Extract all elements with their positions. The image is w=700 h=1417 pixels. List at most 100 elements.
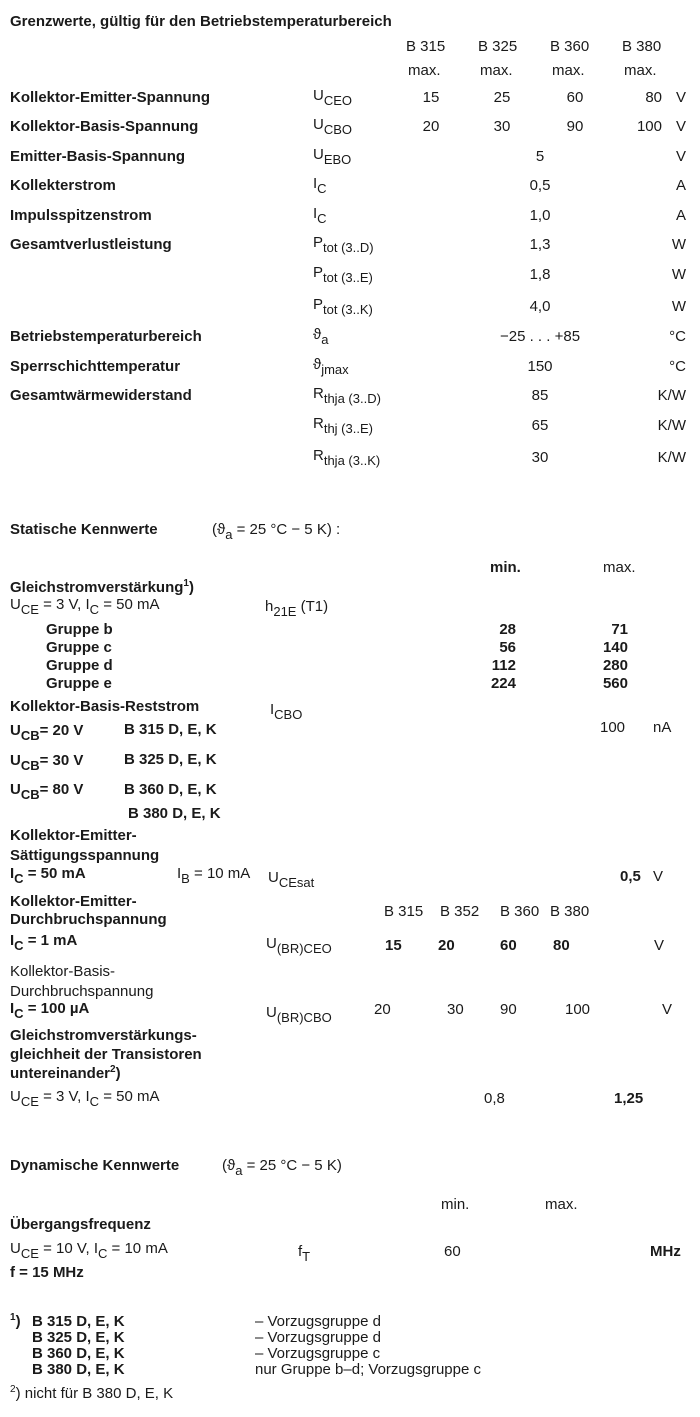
- text-segment: = 25 °C − 5 K) :: [232, 521, 341, 538]
- text-segment: untereinander: [10, 1065, 111, 1082]
- text-segment: U: [313, 87, 324, 104]
- test-condition: f = 15 MHz: [10, 1264, 84, 1281]
- parameter-label: Impulsspitzenstrom: [10, 207, 152, 224]
- parameter-value: 150: [527, 358, 553, 375]
- parameter-value: 30: [447, 1001, 464, 1018]
- type-header: B 360: [550, 38, 590, 55]
- parameter-label: Durchbruchspannung: [10, 911, 167, 928]
- footnote-note: – Vorzugsgruppe c: [255, 1345, 381, 1362]
- test-condition: UCE = 3 V, IC = 50 mA: [10, 596, 160, 616]
- text-segment: (BR)CBO: [276, 1010, 332, 1025]
- text-segment: 2: [110, 1064, 116, 1075]
- text-segment: R: [313, 415, 324, 432]
- text-segment: = 25 °C − 5 K): [242, 1157, 342, 1174]
- group-label: Gruppe d: [46, 657, 113, 674]
- parameter-label: Kollektor-Basis-Spannung: [10, 118, 199, 135]
- parameter-unit: A: [675, 207, 686, 224]
- parameter-symbol: ϑjmax: [313, 356, 349, 377]
- parameter-label: Emitter-Basis-Spannung: [10, 148, 186, 165]
- parameter-max: 0,5: [620, 868, 641, 885]
- text-segment: C: [14, 938, 24, 953]
- parameter-label: Kollektor-Basis-: [10, 963, 116, 980]
- parameter-value: 4,0: [529, 298, 551, 315]
- parameter-symbol: IC: [313, 205, 327, 226]
- parameter-max: 100: [600, 719, 626, 736]
- parameter-symbol: Rthja (3..D): [313, 385, 381, 406]
- group-min: 224: [490, 675, 516, 692]
- type-header: B 315: [384, 903, 424, 920]
- parameter-unit: V: [675, 118, 686, 135]
- text-segment: 1: [183, 578, 189, 589]
- parameter-value: 15: [422, 89, 440, 106]
- text-segment: U: [268, 869, 279, 886]
- group-max: 280: [602, 657, 628, 674]
- text-segment: R: [313, 385, 324, 402]
- text-segment: thja (3..D): [323, 391, 381, 406]
- parameter-value: 100: [565, 1001, 591, 1018]
- text-segment: C: [14, 1006, 24, 1021]
- group-min: 28: [499, 621, 516, 638]
- text-segment: = 20 V: [39, 722, 84, 739]
- parameter-symbol: ϑa: [313, 326, 329, 347]
- group-max: 560: [602, 675, 628, 692]
- parameter-max: 1,25: [614, 1090, 644, 1107]
- footnote-2: 2) nicht für B 380 D, E, K: [10, 1385, 173, 1403]
- text-segment: P: [313, 296, 324, 313]
- text-segment: a: [321, 332, 329, 347]
- type-label: B 315 D, E, K: [124, 721, 217, 738]
- parameter-unit: °C: [669, 358, 686, 375]
- parameter-value: 90: [500, 1001, 517, 1018]
- parameter-unit: W: [671, 236, 686, 253]
- text-segment: 1: [10, 1312, 16, 1323]
- text-segment: 21E: [273, 604, 297, 619]
- text-segment: C: [317, 211, 327, 226]
- text-segment: CB: [20, 728, 40, 743]
- parameter-label: Gleichstromverstärkungs-: [10, 1027, 197, 1044]
- text-segment: = 50 mA: [99, 1088, 160, 1105]
- text-segment: U: [266, 935, 277, 952]
- parameter-unit: V: [653, 868, 664, 885]
- type-label: B 360 D, E, K: [124, 781, 217, 798]
- parameter-symbol: h21E (T1): [265, 598, 329, 619]
- text-segment: C: [317, 181, 327, 196]
- text-segment: = 50 mA: [23, 865, 86, 882]
- parameter-label: Kollektor-Basis-Reststrom: [10, 698, 200, 715]
- text-segment: f: [298, 1243, 303, 1260]
- text-segment: = 50 mA: [99, 596, 160, 613]
- text-segment: ): [115, 1065, 121, 1082]
- parameter-label: Kollektor-Emitter-Spannung: [10, 89, 211, 106]
- text-segment: = 3 V, I: [38, 596, 90, 613]
- text-segment: CB: [20, 758, 40, 773]
- parameter-symbol: Ptot (3..D): [313, 234, 374, 254]
- parameter-value: 20: [438, 937, 455, 954]
- text-segment: (T1): [296, 598, 329, 615]
- text-segment: CB: [20, 787, 40, 802]
- text-segment: U: [10, 1088, 21, 1105]
- parameter-symbol: Ptot (3..K): [313, 296, 373, 316]
- text-segment: U: [313, 146, 324, 163]
- parameter-symbol: U(BR)CBO: [266, 1004, 332, 1025]
- parameter-label: Gesamtverlustleistung: [10, 236, 172, 253]
- text-segment: jmax: [321, 362, 349, 377]
- text-segment: C: [89, 1094, 100, 1109]
- parameter-unit: W: [671, 298, 686, 315]
- text-segment: CEsat: [278, 875, 315, 890]
- parameter-label: Kollekterstrom: [10, 177, 116, 194]
- text-segment: I: [10, 865, 15, 882]
- parameter-value: 65: [531, 417, 549, 434]
- footnote-note: – Vorzugsgruppe d: [255, 1329, 381, 1346]
- parameter-symbol: fT: [298, 1243, 310, 1263]
- type-label: B 325 D, E, K: [124, 751, 217, 768]
- text-segment: CBO: [323, 122, 353, 137]
- test-condition: UCE = 3 V, IC = 50 mA: [10, 1088, 160, 1109]
- text-segment: U: [10, 752, 21, 769]
- parameter-label: Übergangsfrequenz: [10, 1216, 151, 1233]
- parameter-label: Sperrschichttemperatur: [10, 358, 181, 375]
- text-segment: CBO: [274, 707, 303, 722]
- text-segment: = 3 V, I: [38, 1088, 90, 1105]
- text-segment: 2: [10, 1384, 16, 1395]
- parameter-value: 80: [645, 89, 662, 106]
- parameter-symbol: UEBO: [313, 146, 351, 166]
- parameter-symbol: UCBO: [313, 116, 353, 137]
- test-condition: UCB= 30 V: [10, 752, 83, 773]
